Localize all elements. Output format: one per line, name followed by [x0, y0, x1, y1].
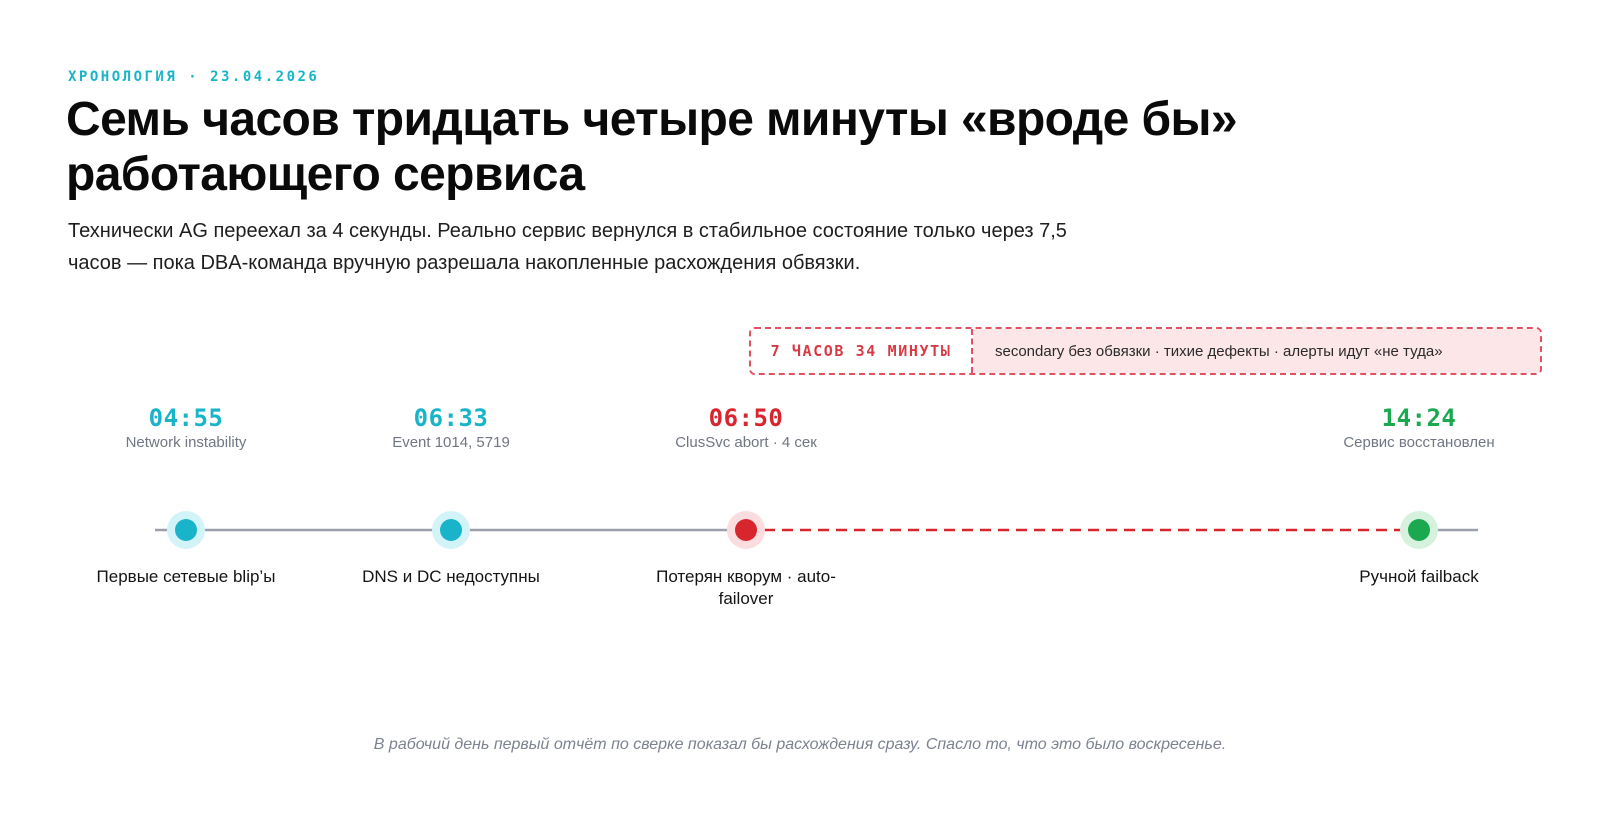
event-description: Network instability [125, 434, 247, 451]
lead-paragraph: Технически AG переехал за 4 секунды. Реа… [68, 220, 1067, 274]
degraded-window-note: secondary без обвязки · тихие дефекты · … [973, 329, 1540, 373]
event-marker-dot [1408, 519, 1430, 541]
eyebrow-date: ХРОНОЛОГИЯ · 23.04.2026 [68, 69, 320, 85]
degraded-window-duration: 7 ЧАСОВ 34 МИНУТЫ [751, 329, 973, 373]
event-label: DNS и DC недоступны [362, 567, 540, 586]
event-description: Сервис восстановлен [1343, 434, 1495, 451]
event-description: Event 1014, 5719 [392, 434, 510, 451]
page-title: Семь часов тридцать четыре минуты «вроде… [66, 93, 1238, 201]
event-time: 06:33 [413, 404, 489, 432]
event-description: ClusSvc abort · 4 сек [675, 434, 817, 451]
event-label: Потерян кворум · auto-failover [656, 567, 836, 608]
event-label: Первые сетевые blip’ы [96, 567, 276, 586]
event-marker-dot [440, 519, 462, 541]
footnote: В рабочий день первый отчёт по сверке по… [373, 736, 1227, 753]
timeline-axis [155, 511, 1478, 549]
degraded-window-callout: 7 ЧАСОВ 34 МИНУТЫ secondary без обвязки … [749, 327, 1542, 375]
event-time: 06:50 [708, 404, 784, 432]
event-label: Ручной failback [1359, 567, 1479, 586]
event-time: 14:24 [1381, 404, 1457, 432]
event-marker-dot [735, 519, 757, 541]
event-time: 04:55 [148, 404, 224, 432]
event-marker-dot [175, 519, 197, 541]
